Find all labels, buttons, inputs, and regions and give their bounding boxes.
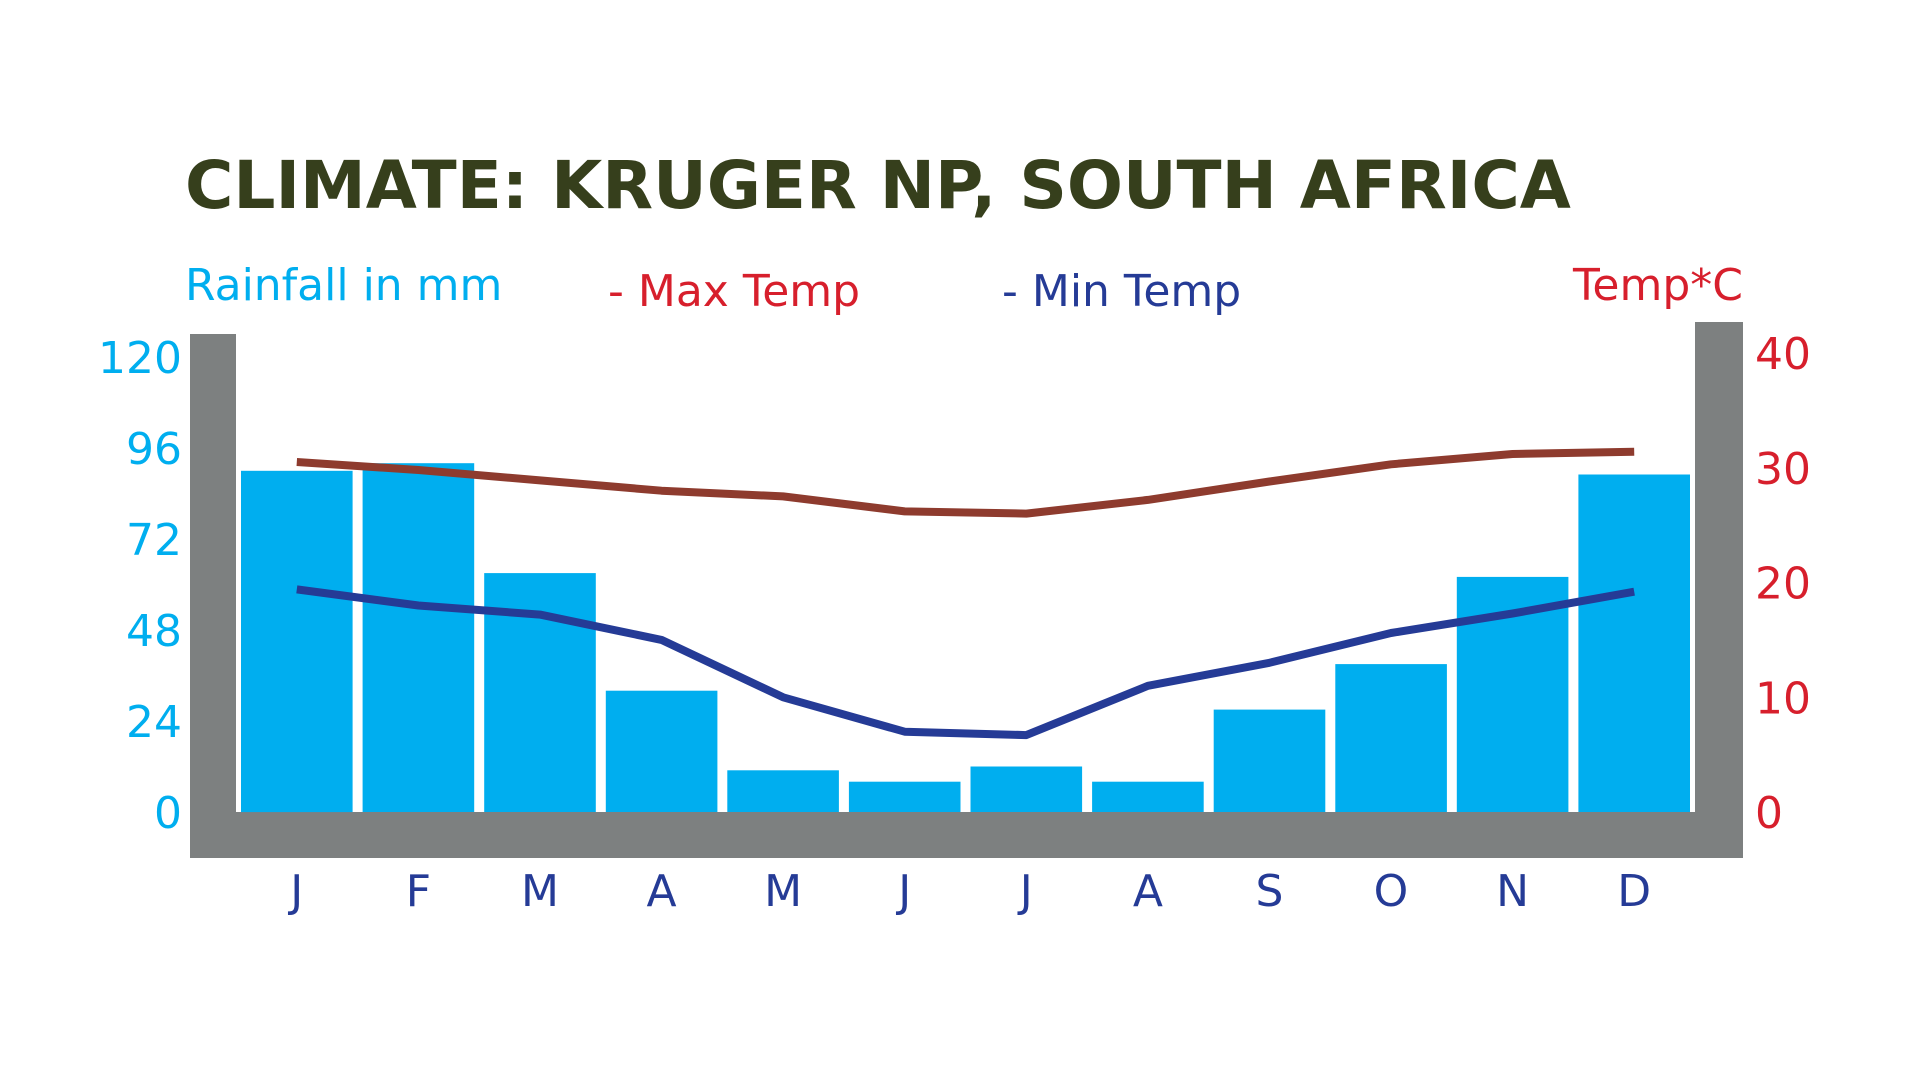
frame-bottom-bar xyxy=(190,812,1743,858)
legend-max-temp: - Max Temp xyxy=(608,266,860,317)
month-tick-label: J xyxy=(895,866,911,917)
rainfall-tick-label: 72 xyxy=(126,515,182,566)
temp-axis-ticks: 0 10 20 30 40 xyxy=(1755,329,1811,839)
rainfall-bar xyxy=(362,463,475,812)
month-tick-label: J xyxy=(287,866,303,917)
month-tick-label: A xyxy=(1133,866,1163,917)
rainfall-bar xyxy=(727,770,839,812)
month-tick-label: M xyxy=(764,866,802,917)
rainfall-bar xyxy=(1213,709,1326,812)
rainfall-bar xyxy=(241,470,353,813)
month-tick-label: O xyxy=(1374,866,1409,917)
rainfall-tick-label: 0 xyxy=(154,788,182,839)
month-tick-label: D xyxy=(1617,866,1651,917)
rainfall-bar xyxy=(1578,474,1690,812)
rainfall-bar xyxy=(1335,664,1447,812)
month-tick-label: M xyxy=(521,866,559,917)
rainfall-axis-label: Rainfall in mm xyxy=(185,260,502,311)
chart-title: CLIMATE: KRUGER NP, SOUTH AFRICA xyxy=(185,147,1571,224)
max-temp-line xyxy=(296,447,1635,518)
rainfall-bar xyxy=(970,766,1083,812)
temp-tick-label: 10 xyxy=(1755,673,1811,724)
temp-tick-label: 30 xyxy=(1755,444,1811,495)
rainfall-tick-label: 120 xyxy=(98,333,182,384)
legend-min-temp: - Min Temp xyxy=(1002,266,1241,317)
month-tick-label: J xyxy=(1017,866,1033,917)
frame-left-bar xyxy=(190,334,236,858)
rainfall-axis-ticks: 0 24 48 72 96 120 xyxy=(98,333,182,839)
temp-tick-label: 40 xyxy=(1755,329,1811,380)
rainfall-tick-label: 48 xyxy=(126,606,182,657)
rainfall-tick-label: 96 xyxy=(126,424,182,475)
rainfall-bar xyxy=(848,781,961,812)
month-tick-label: N xyxy=(1496,866,1529,917)
month-tick-label: S xyxy=(1256,866,1284,917)
rainfall-tick-label: 24 xyxy=(126,697,182,748)
min-temp-line xyxy=(296,585,1635,740)
month-tick-label: A xyxy=(646,866,676,917)
temp-axis-label: Temp*C xyxy=(1572,260,1743,311)
temperature-lines xyxy=(296,447,1635,740)
rainfall-bar xyxy=(1092,781,1204,812)
temp-tick-label: 0 xyxy=(1755,788,1783,839)
temp-tick-label: 20 xyxy=(1755,559,1811,610)
rainfall-bar xyxy=(605,690,718,812)
month-tick-label: F xyxy=(406,866,431,917)
frame-right-bar xyxy=(1695,322,1743,858)
